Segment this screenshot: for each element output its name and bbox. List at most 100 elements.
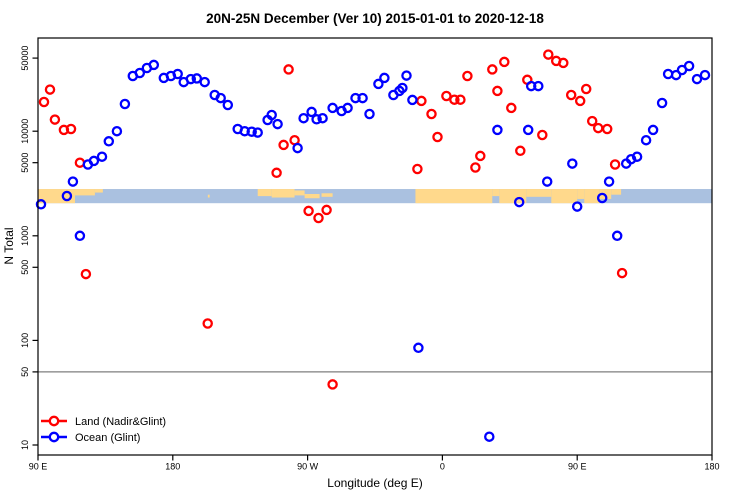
x-tick-label: 0 [440, 462, 445, 472]
legend-label-land: Land (Nadir&Glint) [75, 416, 166, 428]
data-point-land [44, 84, 56, 95]
data-point-land [499, 56, 510, 68]
data-point-ocean [252, 127, 263, 138]
data-point-ocean [640, 134, 652, 146]
data-point-ocean [364, 108, 375, 120]
data-point-ocean [317, 112, 328, 124]
plot-frame [37, 37, 713, 456]
data-point-ocean [111, 125, 123, 137]
data-point-land [543, 49, 554, 60]
data-point-land [432, 131, 443, 143]
data-point-land [449, 94, 460, 105]
data-point-ocean [191, 73, 203, 84]
data-point-ocean [172, 68, 183, 80]
legend-item-land: Land (Nadir&Glint) [41, 415, 166, 428]
data-point-ocean [401, 70, 412, 81]
data-point-land [426, 108, 437, 120]
y-tick-label: 100 [20, 333, 30, 348]
data-point-land [455, 94, 466, 105]
data-point-ocean [134, 67, 146, 79]
legend-marker-ocean [48, 431, 60, 443]
data-point-ocean [631, 151, 643, 162]
data-point-ocean [119, 98, 131, 110]
x-tick-label: 180 [165, 462, 180, 472]
data-point-ocean [567, 158, 578, 169]
data-point-ocean [292, 142, 303, 154]
x-tick-label: 90 E [29, 462, 48, 472]
data-point-ocean [67, 176, 79, 187]
data-point-land [601, 123, 613, 135]
data-point-ocean [246, 126, 257, 137]
legend: Land (Nadir&Glint) Ocean (Glint) [41, 415, 166, 444]
data-point-land [616, 267, 628, 279]
data-point-land [492, 85, 503, 97]
land-segment [526, 189, 552, 197]
land-segment [611, 189, 622, 195]
data-point-land [283, 64, 294, 75]
land-segment [584, 189, 600, 204]
x-tick-label: 180 [704, 462, 719, 472]
data-point-ocean [306, 106, 317, 118]
land-segment [271, 189, 295, 198]
data-point-land [65, 123, 77, 135]
y-axis-label: N Total [2, 227, 16, 264]
y-tick-label: 5000 [20, 153, 30, 173]
data-point-ocean [670, 69, 682, 81]
data-point-land [580, 83, 592, 95]
data-point-ocean [596, 192, 608, 204]
land-segment [321, 193, 333, 197]
data-point-ocean [379, 72, 390, 84]
data-point-land [271, 167, 282, 179]
data-point-ocean [272, 118, 283, 130]
land-segment [499, 189, 527, 204]
data-point-ocean [148, 59, 160, 71]
land-segment [74, 189, 95, 196]
data-point-ocean [35, 199, 47, 210]
data-point-ocean [691, 73, 703, 85]
land-segment [304, 193, 320, 199]
legend-item-ocean: Ocean (Glint) [41, 431, 140, 444]
data-point-land [487, 64, 498, 75]
data-point-land [515, 145, 526, 157]
data-point-ocean [342, 102, 353, 114]
data-point-ocean [298, 112, 309, 124]
data-point-land [313, 212, 324, 224]
data-point-land [462, 70, 473, 82]
data-point-ocean [484, 431, 495, 442]
data-point-ocean [492, 124, 503, 136]
data-point-land [574, 95, 586, 107]
data-point-ocean [533, 80, 544, 92]
y-tick-label: 50 [20, 367, 30, 377]
legend-marker-land [48, 415, 60, 427]
data-point-land [470, 162, 481, 173]
x-tick-label: 90 W [297, 462, 319, 472]
data-point-land [278, 139, 289, 151]
y-tick-label: 10000 [20, 119, 30, 144]
data-point-ocean [683, 60, 695, 72]
land-segment [207, 194, 210, 198]
land-segment [294, 190, 305, 196]
data-point-land [416, 95, 427, 107]
y-tick-label: 50000 [20, 46, 30, 71]
data-point-land [592, 122, 604, 134]
data-point-ocean [522, 124, 534, 136]
land-segment [551, 189, 578, 204]
data-point-ocean [88, 155, 100, 167]
data-point-land [49, 114, 61, 125]
data-point-land [558, 57, 569, 69]
data-point-ocean [327, 102, 338, 114]
data-point-ocean [185, 73, 197, 85]
data-point-ocean [311, 114, 322, 125]
land-segment [492, 189, 500, 197]
axis-ticks: 90 E 180 90 W 0 90 E 180 50000 10000 5000 1000 500… [20, 46, 720, 472]
map-band [38, 189, 712, 204]
y-tick-label: 1000 [20, 226, 30, 246]
data-point-land [321, 204, 332, 216]
land-segment [577, 189, 585, 199]
data-point-ocean [656, 97, 668, 109]
data-point-ocean [74, 230, 86, 242]
legend-label-ocean: Ocean (Glint) [75, 432, 140, 444]
data-point-land [38, 96, 50, 108]
